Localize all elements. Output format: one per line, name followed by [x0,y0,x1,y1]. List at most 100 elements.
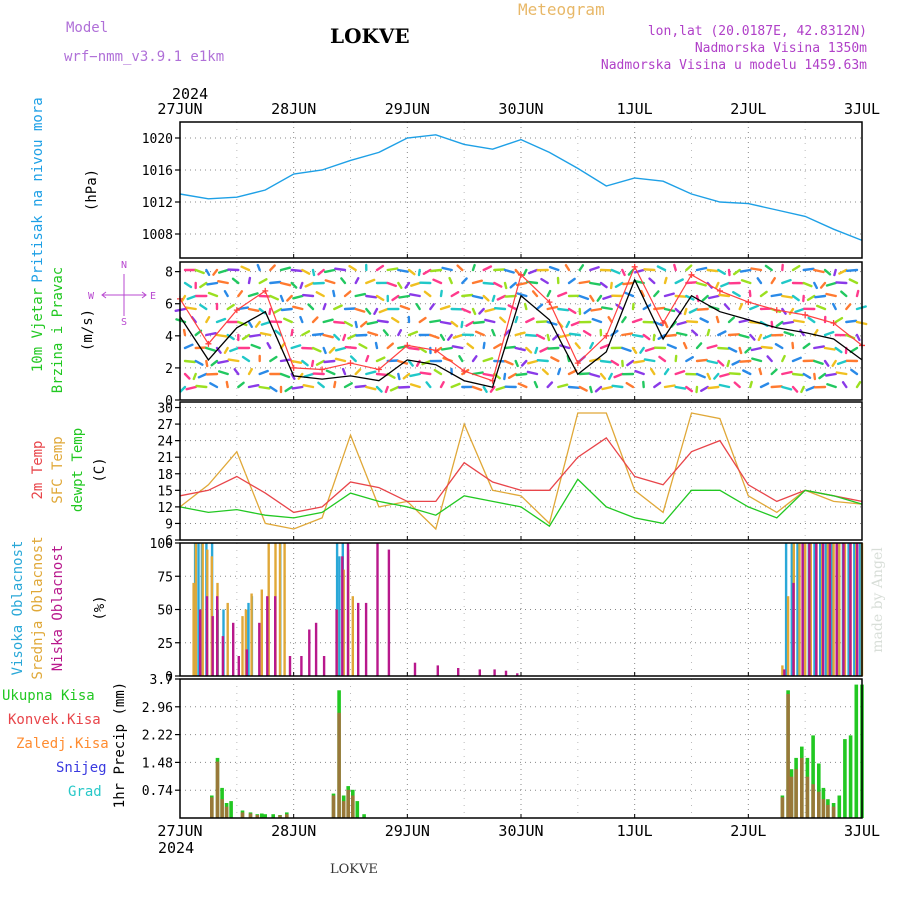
wind-barb [676,320,688,326]
wind-barb [478,307,485,315]
precip-bar-2 [224,806,229,818]
y-tick-label: 1.48 [142,756,173,771]
wind-barb [850,368,859,376]
wind-barb [311,332,324,337]
wind-barb [781,385,793,391]
x-tick-label-bottom: 30JUN [498,822,543,840]
wind-barb [333,380,337,389]
wind-barb [360,320,368,328]
wind-barb [333,333,341,341]
wind-barb [685,281,698,285]
panel-frames [175,121,863,819]
wind-barb [557,367,562,376]
gust-marker [205,340,212,347]
wind-barb [639,346,645,354]
wind-barb [515,372,528,377]
wind-barb [503,268,515,274]
wind-barb [258,278,268,285]
wind-barb [534,346,539,355]
wind-barb [535,303,544,311]
wind-barb [365,278,376,285]
wind-barb [365,354,370,363]
wind-barb [589,341,594,350]
wind-barb [625,381,635,389]
cloud-bar-2 [342,569,345,676]
wind-barb [805,385,816,392]
cloud-bar-2 [832,543,835,676]
wind-barb [302,293,315,298]
wind-barb [323,359,336,364]
y-tick-label: 3.7 [150,673,173,688]
wind-barb [781,294,793,299]
compass-w: W [88,291,95,302]
sfc-temp-axis-label: SFC Temp [50,436,66,503]
wind-barb [199,281,208,289]
wind-barb [653,381,662,389]
credit-watermark: made by Angel [870,547,886,653]
wind-barb [685,385,694,393]
wind-barb [397,359,409,365]
wind-barb [386,342,394,350]
cloud-bar-2 [244,609,248,676]
wind-barb [762,333,773,340]
wind-barb [182,328,187,337]
dewpt-axis-label: dewpt Temp [70,428,86,512]
wind-barb [550,356,560,363]
wind-barb [823,330,835,337]
cloud-bar-3 [436,665,439,676]
gust-marker [631,263,638,270]
wind-barb [333,320,346,325]
gust-marker [233,307,240,314]
precip-bar-1 [229,801,233,818]
gust-marker [404,342,411,349]
wind-barb [783,331,795,337]
wind-barb [215,317,227,324]
wind-barb [375,294,385,302]
wind-barb [758,367,763,376]
wind-barb [348,264,357,272]
wind-barb [656,265,667,272]
wind-barb [845,268,859,272]
gust-marker [830,319,837,326]
gust-marker [319,366,326,373]
wind-barb [607,316,613,324]
wind-barb [727,316,735,324]
wind-barb [683,307,688,316]
cloud-bar-2 [283,543,286,676]
wind-barb [749,333,756,341]
wind-barb [533,380,539,389]
wind-barb [594,385,603,393]
grid-lines [180,122,862,818]
cloud-bar-2 [241,616,244,676]
precip-bar-2 [780,797,785,818]
y-tick-label: 2 [165,362,173,377]
wind-barb [471,371,484,376]
wind-barb [791,372,804,377]
wind-barb [259,332,272,337]
wind-barb [706,328,711,337]
cloud-bar-3 [828,543,832,676]
wind-barb [439,320,452,325]
wind-barb [791,385,799,393]
wind-barb [621,346,632,353]
x-tick-label-bottom: 28JUN [271,822,316,840]
wind-barb [471,279,483,285]
wind-barb [802,267,815,272]
wind-barb [250,343,261,350]
cloud-bar-3 [856,543,859,676]
wind-barb [185,385,197,391]
wind-barb [706,268,719,273]
wind-barb [460,320,464,329]
wind-barb [471,307,477,316]
wind-barb [760,345,773,350]
wind-barb [391,316,400,324]
precip-bar-1 [355,801,360,818]
wind-barb [834,316,844,324]
wind-barb [226,303,235,311]
wind-barb [567,369,578,376]
wind-barb [284,385,293,393]
wind-barb [430,268,443,273]
wind-barb [461,293,474,298]
wind-barb [589,281,601,286]
cloud-bar-3 [245,649,248,676]
